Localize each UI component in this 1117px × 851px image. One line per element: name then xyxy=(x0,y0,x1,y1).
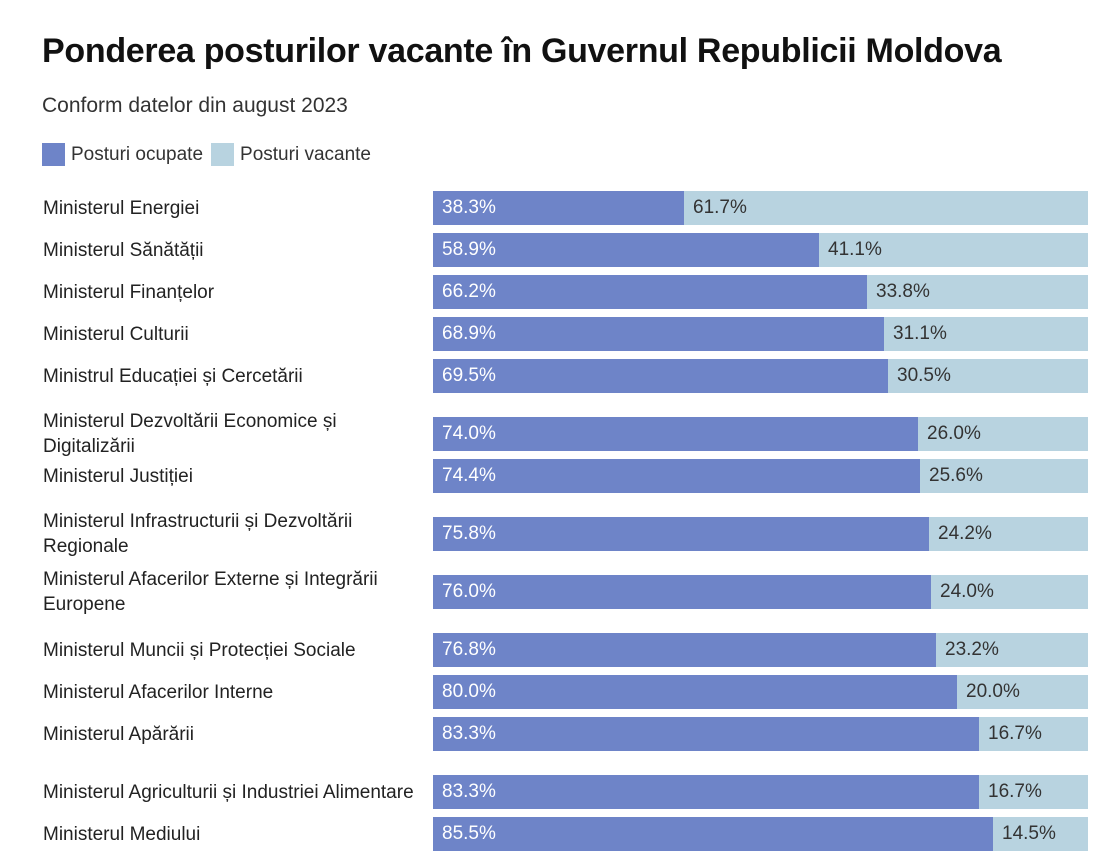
bar-occupied: 76.0% xyxy=(433,575,931,609)
bar-occupied: 74.0% xyxy=(433,417,918,451)
bar-vacant-value-label: 16.7% xyxy=(988,723,1042,744)
bar-vacant-value-label: 41.1% xyxy=(828,239,882,260)
bar-vacant: 20.0% xyxy=(957,675,1088,709)
bar-occupied: 76.8% xyxy=(433,633,936,667)
category-label: Ministerul Sănătății xyxy=(43,239,204,261)
bar-vacant: 26.0% xyxy=(918,417,1088,451)
bar-occupied-value-label: 74.4% xyxy=(442,465,496,486)
bar-vacant-value-label: 31.1% xyxy=(893,323,947,344)
bar-vacant: 24.2% xyxy=(929,517,1088,551)
category-label: Ministerul Finanțelor xyxy=(43,281,215,303)
category-label: Ministrul Educației și Cercetării xyxy=(43,365,303,387)
legend-swatch-occupied xyxy=(42,143,65,166)
category-label: Ministerul Agriculturii și Industriei Al… xyxy=(43,781,414,803)
bar-occupied-value-label: 85.5% xyxy=(442,823,496,844)
legend-swatch-vacant xyxy=(211,143,235,166)
legend-item-vacant: Posturi vacante xyxy=(211,143,371,166)
bar-vacant: 16.7% xyxy=(979,717,1088,751)
bar-occupied-value-label: 83.3% xyxy=(442,781,496,802)
bar-vacant-value-label: 26.0% xyxy=(927,423,981,444)
bar-vacant: 25.6% xyxy=(920,459,1088,493)
bar-occupied-value-label: 76.0% xyxy=(442,581,496,602)
bar-occupied: 68.9% xyxy=(433,317,884,351)
bar-vacant: 24.0% xyxy=(931,575,1088,609)
bar-occupied-value-label: 74.0% xyxy=(442,423,496,444)
chart-subtitle: Conform datelor din august 2023 xyxy=(42,94,348,117)
bar-vacant-value-label: 24.2% xyxy=(938,523,992,544)
bar-occupied-value-label: 58.9% xyxy=(442,239,496,260)
bar-vacant-value-label: 30.5% xyxy=(897,365,951,386)
chart-legend: Posturi ocupate Posturi vacante xyxy=(42,143,379,166)
bar-vacant: 16.7% xyxy=(979,775,1088,809)
bar-occupied-value-label: 83.3% xyxy=(442,723,496,744)
legend-label-vacant: Posturi vacante xyxy=(240,143,371,165)
category-label: Ministerul Dezvoltării Economice și Digi… xyxy=(43,411,337,457)
bar-vacant: 30.5% xyxy=(888,359,1088,393)
category-label: Ministerul Infrastructurii și Dezvoltări… xyxy=(43,511,353,557)
bar-occupied: 83.3% xyxy=(433,717,979,751)
category-label: Ministerul Culturii xyxy=(43,323,189,345)
category-label: Ministerul Energiei xyxy=(43,197,200,219)
bar-occupied-value-label: 68.9% xyxy=(442,323,496,344)
bar-vacant-value-label: 33.8% xyxy=(876,281,930,302)
bar-occupied-value-label: 38.3% xyxy=(442,197,496,218)
category-label: Ministerul Muncii și Protecției Sociale xyxy=(43,639,356,661)
category-label: Ministerul Apărării xyxy=(43,723,194,745)
bar-vacant-value-label: 24.0% xyxy=(940,581,994,602)
bar-occupied: 38.3% xyxy=(433,191,684,225)
category-label: Ministerul Afacerilor Interne xyxy=(43,681,274,703)
category-label: Ministerul Afacerilor Externe și Integră… xyxy=(43,569,378,615)
bar-vacant: 23.2% xyxy=(936,633,1088,667)
bar-vacant: 41.1% xyxy=(819,233,1088,267)
bar-vacant: 61.7% xyxy=(684,191,1088,225)
bar-vacant-value-label: 20.0% xyxy=(966,681,1020,702)
bar-occupied: 66.2% xyxy=(433,275,867,309)
bar-occupied: 80.0% xyxy=(433,675,957,709)
bar-vacant-value-label: 23.2% xyxy=(945,639,999,660)
bar-occupied-value-label: 80.0% xyxy=(442,681,496,702)
bar-occupied-value-label: 75.8% xyxy=(442,523,496,544)
bar-occupied: 75.8% xyxy=(433,517,929,551)
bar-vacant-value-label: 61.7% xyxy=(693,197,747,218)
bar-occupied-value-label: 76.8% xyxy=(442,639,496,660)
bar-occupied: 85.5% xyxy=(433,817,993,851)
bar-vacant-value-label: 14.5% xyxy=(1002,823,1056,844)
bar-vacant: 31.1% xyxy=(884,317,1088,351)
category-label: Ministerul Justiției xyxy=(43,465,193,487)
bar-vacant-value-label: 25.6% xyxy=(929,465,983,486)
bar-occupied-value-label: 69.5% xyxy=(442,365,496,386)
chart-title: Ponderea posturilor vacante în Guvernul … xyxy=(42,32,1002,70)
bar-vacant: 14.5% xyxy=(993,817,1088,851)
bar-occupied: 58.9% xyxy=(433,233,819,267)
legend-item-occupied: Posturi ocupate xyxy=(42,143,203,166)
bar-vacant: 33.8% xyxy=(867,275,1088,309)
category-label: Ministerul Mediului xyxy=(43,823,201,845)
bar-occupied: 74.4% xyxy=(433,459,920,493)
legend-label-occupied: Posturi ocupate xyxy=(71,143,204,165)
bar-occupied: 83.3% xyxy=(433,775,979,809)
bar-vacant-value-label: 16.7% xyxy=(988,781,1042,802)
bar-occupied-value-label: 66.2% xyxy=(442,281,496,302)
bar-occupied: 69.5% xyxy=(433,359,888,393)
